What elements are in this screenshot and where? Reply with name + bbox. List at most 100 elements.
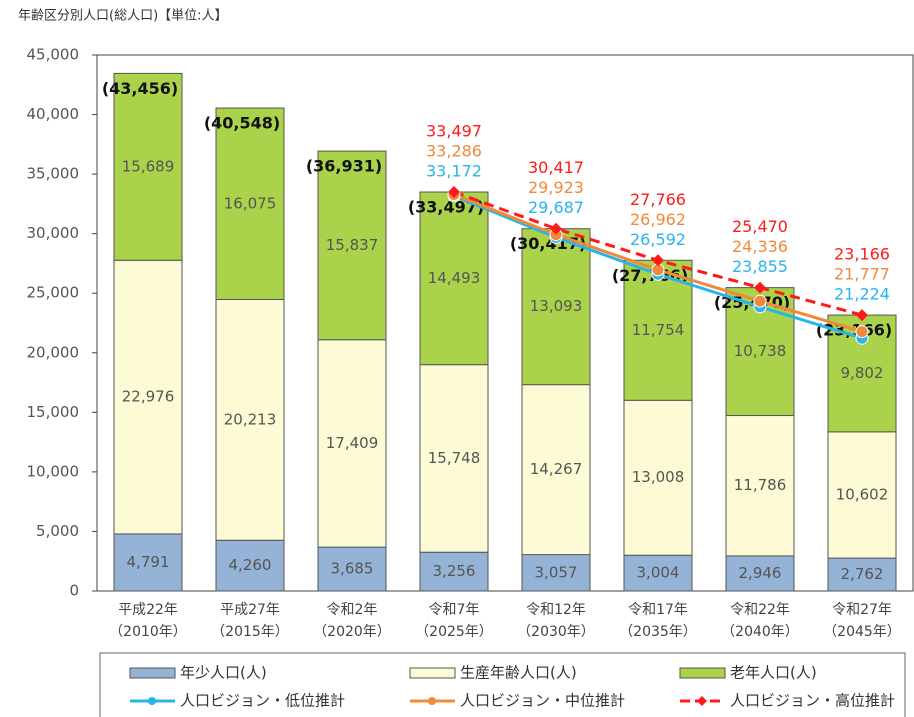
- x-tick-label: 令和27年: [832, 602, 892, 618]
- x-tick-label: （2035年）: [619, 624, 697, 640]
- plot-border: [96, 54, 914, 592]
- line-marker: [753, 294, 767, 308]
- x-tick-label: （2025年）: [415, 624, 493, 640]
- total-label: (40,548): [204, 114, 280, 133]
- x-tick-label: （2030年）: [517, 624, 595, 640]
- x-tick-label: （2045年）: [823, 624, 901, 640]
- x-tick-label: 令和22年: [730, 602, 790, 618]
- bar-value-label: 22,976: [122, 388, 175, 406]
- x-tick-label: 平成22年: [118, 602, 178, 618]
- bar-value-label: 3,057: [535, 563, 578, 581]
- bar-value-label: 20,213: [224, 410, 277, 428]
- line-marker: [448, 186, 460, 199]
- y-tick-label: 5,000: [36, 522, 79, 540]
- x-tick-label: （2010年）: [109, 624, 187, 640]
- legend-label: 人口ビジョン・低位推計: [180, 692, 345, 710]
- bar: [317, 546, 387, 592]
- legend-swatch: [409, 667, 456, 679]
- line-value-label: 33,497: [426, 122, 482, 141]
- bar: [419, 364, 489, 553]
- line-value-label: 33,286: [426, 142, 482, 161]
- bar-value-label: 3,004: [637, 564, 680, 582]
- bar: [215, 298, 285, 541]
- legend-label: 生産年齢人口(人): [460, 664, 577, 682]
- legend-swatch: [697, 696, 707, 706]
- y-tick-label: 25,000: [27, 284, 80, 302]
- line-value-label: 24,336: [732, 237, 788, 256]
- bar-value-label: 16,075: [224, 194, 277, 212]
- y-tick-label: 30,000: [27, 224, 80, 242]
- x-tick-label: 令和12年: [526, 602, 586, 618]
- y-tick-label: 15,000: [27, 403, 80, 421]
- line-marker: [856, 309, 868, 322]
- bar: [113, 72, 183, 261]
- bar: [113, 533, 183, 592]
- chart-title: 年齢区分別人口(総人口)【単位:人】: [18, 8, 228, 24]
- line-marker: [754, 281, 766, 294]
- total-label: (33,497): [408, 198, 484, 217]
- bar-value-label: 15,748: [428, 449, 481, 467]
- total-label: (27,766): [612, 266, 688, 285]
- line-value-label: 25,470: [732, 217, 788, 236]
- line-value-label: 33,172: [426, 162, 482, 181]
- y-tick-label: 45,000: [27, 46, 80, 64]
- line-value-label: 26,962: [630, 210, 686, 229]
- line-value-label: 21,777: [834, 265, 890, 284]
- legend-swatch: [129, 667, 176, 679]
- line-value-label: 29,687: [528, 198, 584, 217]
- bar: [419, 551, 489, 592]
- y-tick-label: 35,000: [27, 165, 80, 183]
- bar-value-label: 11,786: [734, 476, 787, 494]
- x-tick-label: 令和7年: [429, 602, 480, 618]
- bar: [623, 399, 693, 556]
- bar: [827, 431, 897, 559]
- bar-value-label: 14,267: [530, 460, 583, 478]
- bar-value-label: 17,409: [326, 434, 379, 452]
- y-tick-label: 10,000: [27, 462, 80, 480]
- x-tick-label: 令和17年: [628, 602, 688, 618]
- bar: [215, 107, 285, 300]
- line-value-label: 29,923: [528, 178, 584, 197]
- bar-value-label: 3,685: [331, 560, 374, 578]
- bar-value-label: 4,260: [229, 556, 272, 574]
- bar-value-label: 2,946: [739, 564, 782, 582]
- legend-label: 年少人口(人): [180, 664, 267, 682]
- bar-value-label: 14,493: [428, 269, 481, 287]
- line-value-label: 23,166: [834, 245, 890, 264]
- bar-value-label: 4,791: [127, 553, 170, 571]
- y-tick-label: 0: [69, 582, 79, 600]
- x-tick-label: 平成27年: [220, 602, 280, 618]
- x-tick-label: （2040年）: [721, 624, 799, 640]
- y-tick-label: 20,000: [27, 343, 80, 361]
- bar: [317, 150, 387, 341]
- line-value-label: 21,224: [834, 285, 890, 304]
- legend-swatch: [428, 697, 436, 705]
- legend-box: [99, 652, 906, 717]
- line-value-label: 26,592: [630, 230, 686, 249]
- bar-value-label: 10,602: [836, 485, 889, 503]
- line-marker: [855, 325, 869, 339]
- bar: [419, 191, 489, 366]
- legend-label: 人口ビジョン・中位推計: [460, 692, 625, 710]
- bar-value-label: 3,256: [433, 562, 476, 580]
- bar-value-label: 11,754: [632, 321, 685, 339]
- bar-value-label: 15,689: [122, 157, 175, 175]
- y-tick-label: 40,000: [27, 105, 80, 123]
- legend-label: 老年人口(人): [730, 664, 817, 682]
- bar-value-label: 15,837: [326, 236, 379, 254]
- bar: [317, 339, 387, 548]
- line-value-label: 27,766: [630, 190, 686, 209]
- bar-value-label: 13,008: [632, 468, 685, 486]
- line-value-label: 30,417: [528, 158, 584, 177]
- bar-value-label: 10,738: [734, 342, 787, 360]
- bar-value-label: 2,762: [841, 565, 884, 583]
- legend-swatch: [148, 697, 156, 705]
- bar: [215, 539, 285, 592]
- bar: [725, 555, 795, 592]
- x-tick-label: （2015年）: [211, 624, 289, 640]
- total-label: (43,456): [102, 79, 178, 98]
- x-tick-label: 令和2年: [327, 602, 378, 618]
- bar-value-label: 9,802: [841, 364, 884, 382]
- legend-label: 人口ビジョン・高位推計: [730, 692, 895, 710]
